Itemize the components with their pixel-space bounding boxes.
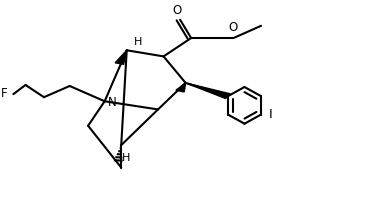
Text: N: N — [108, 96, 117, 109]
Polygon shape — [115, 50, 127, 64]
Text: I: I — [269, 108, 273, 121]
Text: O: O — [172, 4, 182, 17]
Text: H: H — [122, 153, 130, 163]
Polygon shape — [186, 83, 230, 98]
Text: H: H — [134, 37, 142, 47]
Polygon shape — [176, 83, 186, 92]
Text: O: O — [229, 21, 238, 34]
Text: F: F — [1, 87, 8, 100]
